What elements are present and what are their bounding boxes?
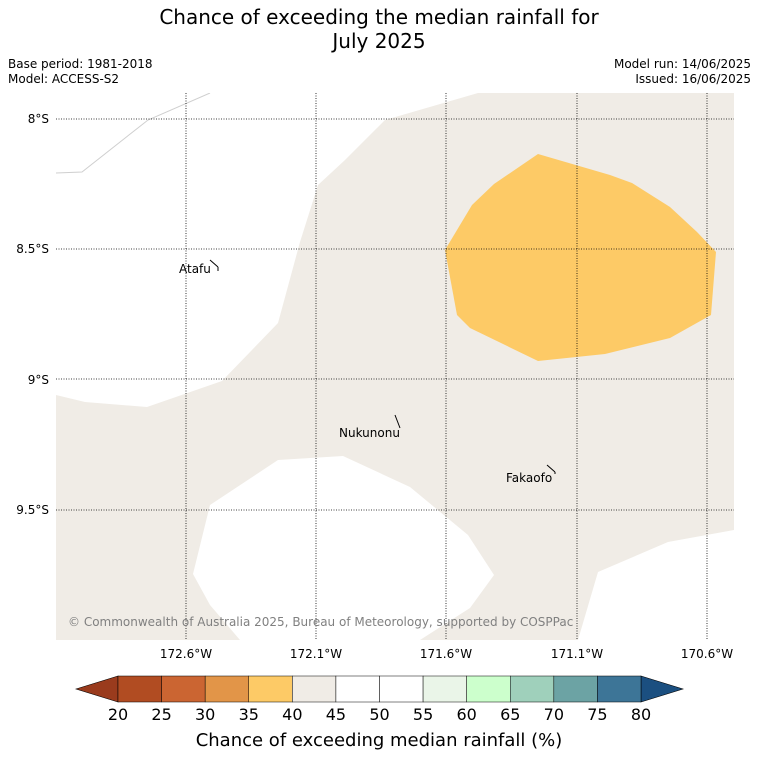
colorbar-tick-label: 25: [151, 705, 171, 724]
place-nukunonu: Nukunonu: [339, 426, 400, 440]
meta-right: Model run: 14/06/2025 Issued: 16/06/2025: [614, 57, 751, 87]
colorbar-tick-label: 55: [413, 705, 433, 724]
colorbar-tick-label: 30: [195, 705, 215, 724]
colorbar-segment: [204, 675, 250, 703]
colorbar-segment: [335, 675, 380, 703]
copyright-notice: © Commonwealth of Australia 2025, Bureau…: [68, 615, 573, 629]
colorbar-segment: [553, 675, 598, 703]
lat-label-8-5s: 8.5°S: [16, 242, 49, 256]
lon-label-172-6w: 172.6°W: [160, 647, 212, 661]
place-fakaofo: Fakaofo: [506, 471, 552, 485]
lat-label-9-5s: 9.5°S: [16, 503, 49, 517]
model-run: Model run: 14/06/2025: [613, 57, 751, 71]
issued-date: Issued: 16/06/2025: [635, 72, 751, 86]
atafu-atoll: [209, 259, 219, 268]
colorbar-tick-label: 40: [282, 705, 302, 724]
lon-label-171-6w: 171.6°W: [420, 647, 472, 661]
title-line-1: Chance of exceeding the median rainfall …: [159, 5, 599, 29]
lon-label-170-6w: 170.6°W: [681, 647, 733, 661]
fakaofo-atoll: [546, 464, 556, 473]
graticule: [56, 93, 734, 640]
lat-label-9s: 9°S: [28, 373, 49, 387]
colorbar-tick-label: 50: [369, 705, 389, 724]
colorbar-segment: [597, 675, 642, 703]
map-title: Chance of exceeding the median rainfall …: [0, 5, 758, 53]
colorbar-segment: [422, 675, 467, 703]
lat-label-8s: 8°S: [28, 112, 49, 126]
place-atafu: Atafu: [179, 262, 211, 276]
colorbar-tick-label: 60: [456, 705, 476, 724]
colorbar-tick-label: 75: [587, 705, 607, 724]
coastline: [56, 93, 211, 174]
colorbar-segment: [161, 675, 206, 703]
colorbar-segment: [292, 675, 337, 703]
colorbar-segment: [466, 675, 511, 703]
colorbar: 20 25 30 35 40 45 50 55 60 65 70 75 80: [74, 675, 685, 724]
nukunonu-atoll: [394, 414, 401, 429]
meta-left: Base period: 1981-2018 Model: ACCESS-S2: [8, 57, 153, 87]
colorbar-label: Chance of exceeding median rainfall (%): [195, 730, 563, 751]
colorbar-tick-label: 80: [631, 705, 651, 724]
lon-label-172-1w: 172.1°W: [290, 647, 342, 661]
colorbar-high-extend: [640, 675, 685, 703]
colorbar-tick-label: 35: [239, 705, 259, 724]
colorbar-tick-label: 20: [108, 705, 128, 724]
lon-label-171-1w: 171.1°W: [551, 647, 603, 661]
base-period: Base period: 1981-2018: [8, 57, 153, 71]
title-line-2: July 2025: [332, 29, 426, 53]
band-35-40-region: [445, 154, 716, 361]
colorbar-low-extend: [74, 675, 119, 703]
colorbar-segment: [248, 675, 293, 703]
colorbar-tick-label: 45: [326, 705, 346, 724]
model-name: Model: ACCESS-S2: [8, 72, 120, 86]
colorbar-segment: [117, 675, 162, 703]
colorbar-tick-label: 70: [544, 705, 564, 724]
colorbar-segment: [379, 675, 424, 703]
colorbar-segment: [510, 675, 555, 703]
colorbar-tick-label: 65: [500, 705, 520, 724]
